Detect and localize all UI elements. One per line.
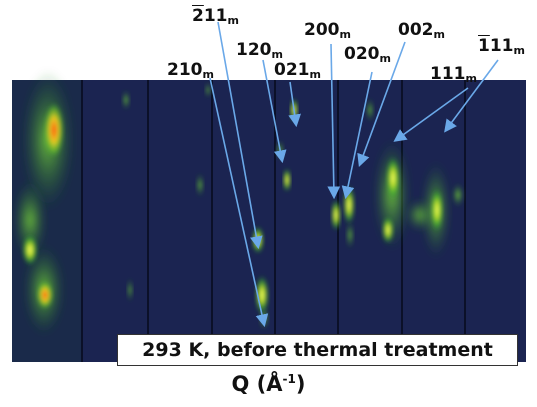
arrow-1m11 <box>444 59 499 133</box>
label-020: 020m <box>344 44 391 65</box>
label-120: 120m <box>236 40 283 61</box>
label-111: 111m <box>430 64 477 85</box>
diffraction-spots-right <box>374 140 464 258</box>
label-002: 002m <box>398 20 445 41</box>
reflection-arrows <box>209 21 499 328</box>
label-1m11: 111m <box>478 36 525 57</box>
arrow-210 <box>209 77 269 328</box>
label-021: 021m <box>274 60 321 81</box>
arrow-021 <box>288 81 301 128</box>
arrow-2m11 <box>217 21 263 250</box>
arrow-111 <box>393 87 469 142</box>
label-2m11: 211m <box>192 6 239 27</box>
panel-seams <box>81 80 466 362</box>
axis-symbol: Q <box>231 372 250 396</box>
x-axis-label: Q (Å-1) <box>231 372 306 396</box>
arrow-200 <box>327 43 341 200</box>
axis-unit: Å <box>266 372 283 396</box>
condition-caption: 293 K, before thermal treatment <box>117 334 518 366</box>
arrow-020 <box>341 71 373 200</box>
diffraction-spots-left <box>14 70 74 335</box>
label-200: 200m <box>304 20 351 41</box>
axis-exponent: -1 <box>282 372 296 386</box>
label-210: 210m <box>167 60 214 81</box>
arrow-120 <box>262 59 287 164</box>
diffraction-spots-faint <box>122 82 211 302</box>
arrow-002 <box>357 41 406 168</box>
